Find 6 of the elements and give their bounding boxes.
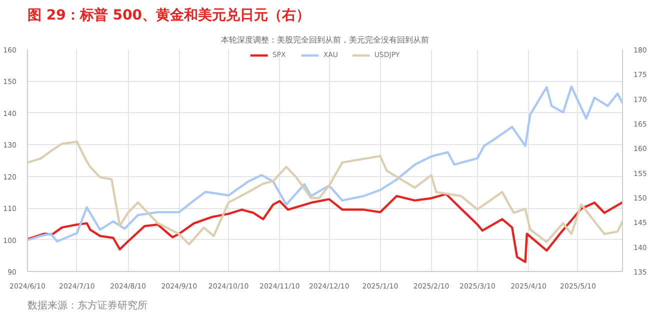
line-series	[28, 86, 622, 242]
line-series	[28, 140, 622, 246]
line-series	[28, 193, 622, 264]
chart-subtitle: 本轮深度调整：美股完全回到从前，美元完全没有回到从前	[221, 36, 429, 44]
chart-title: 图 29：标普 500、黄金和美元兑日元（右）	[28, 6, 310, 24]
source-note: 数据来源：东方证券研究所	[28, 300, 148, 312]
